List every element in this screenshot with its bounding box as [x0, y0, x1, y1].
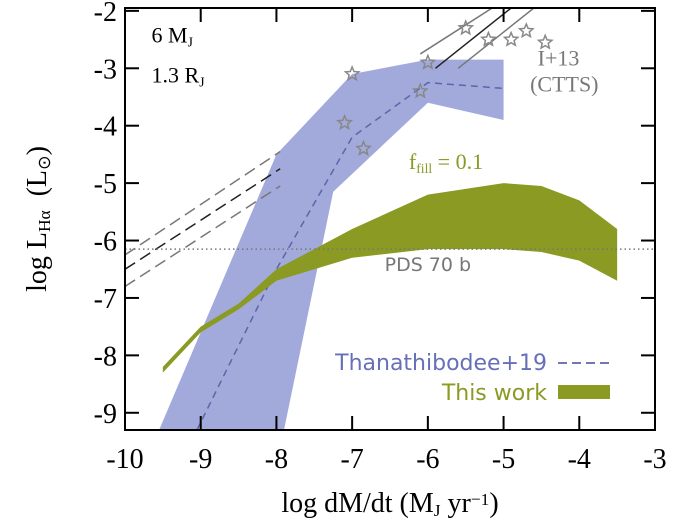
annotation: 0.01 — [439, 218, 478, 243]
y-tick-label: -2 — [94, 0, 117, 28]
text-part: 1.3 R — [152, 63, 200, 88]
star — [479, 30, 497, 47]
x-axis-label: log dM/dt (MJ yr−1) — [281, 488, 498, 520]
text-part: (CTTS) — [530, 71, 598, 96]
legend-label: This work — [441, 381, 547, 406]
text-part: Hα — [35, 210, 54, 232]
reference-line — [125, 185, 281, 288]
reference-line — [434, 8, 512, 69]
annotation: ffill = 0.1 — [409, 149, 483, 176]
plot-frame — [124, 7, 656, 431]
text-part: I+13 — [538, 45, 580, 70]
star — [517, 22, 535, 39]
star — [354, 139, 373, 156]
y-tick-label: -9 — [94, 399, 117, 430]
text-part: (L — [22, 170, 53, 210]
x-tick-label: -5 — [492, 444, 515, 475]
x-tick-label: -6 — [416, 444, 439, 475]
band — [159, 59, 504, 430]
text-part: f — [409, 149, 417, 174]
x-tick-label: -8 — [265, 444, 288, 475]
reference-line — [125, 150, 281, 256]
x-tick-label: -4 — [568, 444, 591, 475]
y-tick-label: -6 — [94, 227, 117, 258]
text-part: J — [434, 501, 441, 520]
annotation: 1.3 RJ — [152, 63, 206, 90]
text-part: log L — [22, 232, 53, 292]
y-tick-label: -3 — [94, 54, 117, 85]
text-part: ) — [489, 488, 498, 519]
star — [411, 82, 429, 99]
text-part: log dM/dt (M — [281, 488, 434, 519]
y-tick-label: -5 — [94, 169, 117, 200]
annotation: 6 MJ — [152, 22, 194, 49]
x-tick-label: -9 — [189, 444, 212, 475]
text-part: −1 — [471, 490, 489, 509]
text-part: J — [188, 34, 194, 49]
band — [162, 183, 618, 373]
reference-line — [125, 168, 281, 270]
plot — [125, 8, 618, 430]
x-tick-label: -10 — [106, 444, 143, 475]
annotation: I+13 — [538, 45, 580, 70]
pds70-label: PDS 70 b — [385, 254, 471, 276]
text-part: ) — [22, 146, 53, 155]
y-tick-label: -7 — [94, 284, 117, 315]
y-tick-label: -4 — [94, 112, 117, 143]
x-tick-label: -7 — [340, 444, 363, 475]
text-part: yr — [441, 488, 472, 519]
y-axis-label: log LHα (L⊙) — [22, 146, 54, 292]
reference-line — [457, 8, 535, 69]
star — [336, 113, 354, 131]
text-part: fill — [416, 160, 432, 175]
median-line — [196, 81, 504, 430]
star — [457, 19, 475, 36]
annotation: (CTTS) — [530, 71, 598, 96]
legend-swatch — [558, 385, 610, 399]
text-part: ⊙ — [35, 155, 54, 170]
legend-label: Thanathibodee+19 — [334, 351, 547, 376]
x-tick-label: -3 — [643, 444, 666, 475]
text-part: = 0.1 — [432, 149, 483, 174]
star — [419, 53, 437, 70]
y-tick-label: -8 — [94, 341, 117, 372]
star — [536, 33, 554, 50]
star — [343, 65, 361, 82]
text-part: 6 M — [152, 22, 188, 47]
reference-line — [419, 8, 493, 55]
text-part: J — [199, 74, 205, 89]
text-part: 0.01 — [439, 218, 478, 243]
star — [502, 30, 520, 47]
